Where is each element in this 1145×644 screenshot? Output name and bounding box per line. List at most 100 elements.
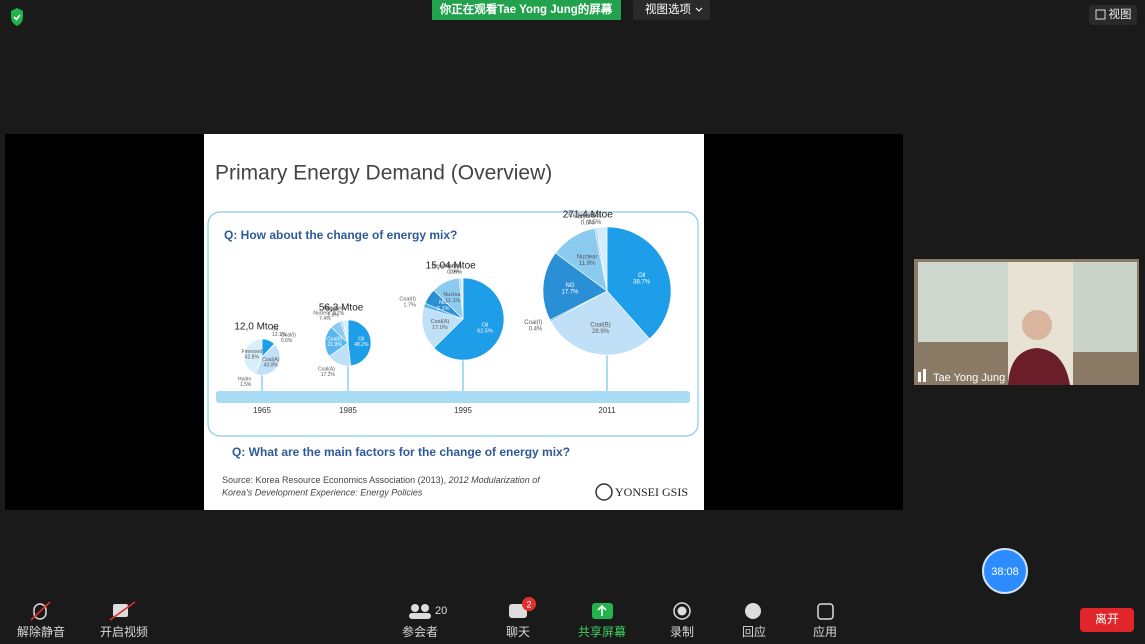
pie-slice xyxy=(421,306,464,349)
source-title: Korea's Development Experience: Energy P… xyxy=(222,487,423,497)
participants-icon[interactable] xyxy=(411,604,419,612)
person-body xyxy=(1008,348,1070,385)
pie-slice xyxy=(342,319,349,344)
year-label: 2011 xyxy=(598,406,616,415)
video-icon[interactable] xyxy=(113,604,128,617)
chat-badge xyxy=(522,597,536,611)
slice-name: Oil xyxy=(638,272,645,278)
pie-slice xyxy=(243,338,263,374)
slice-name: Hydro xyxy=(326,307,340,313)
pie-slice xyxy=(433,277,505,361)
viewing-banner-text: 你正在观看Tae Yong Jung的屏幕 xyxy=(439,2,613,16)
window xyxy=(918,262,1008,342)
slice-name: Coal(B) xyxy=(590,322,610,328)
slice-name: NG xyxy=(566,283,575,289)
slice-value: 0.6% xyxy=(450,270,463,276)
slice-label: Coal(A) 17.0% xyxy=(431,320,450,332)
timer[interactable] xyxy=(982,548,1028,594)
pie-total: 56,3 Mtoe xyxy=(319,303,364,314)
slice-value: 1.7% xyxy=(403,303,416,309)
slice-label: Coal(I) 1.7% xyxy=(399,297,416,309)
slice-value: 42.8% xyxy=(245,355,260,361)
pie-slice xyxy=(596,226,608,292)
slice-value: 0.6% xyxy=(581,220,595,226)
slice-value: 7.4% xyxy=(319,317,331,323)
unmute-label[interactable]: 解除静音 xyxy=(17,624,65,639)
participants-label[interactable]: 参会者 xyxy=(402,624,438,639)
leave-button[interactable] xyxy=(1080,608,1134,632)
logo: YONSEI GSIS xyxy=(615,485,688,499)
slice-name: Oil xyxy=(358,337,364,343)
pie-slice xyxy=(542,252,608,321)
slice-name: Coal(I) xyxy=(399,297,416,303)
security-icon[interactable] xyxy=(11,8,23,26)
pie-total: 12,0 Mtoe xyxy=(234,322,279,333)
slice-value: 43.0% xyxy=(264,363,279,369)
slice-value: 2.5% xyxy=(588,219,602,225)
view-options-text[interactable]: 视图选项 xyxy=(645,2,691,16)
slice-value: 12.1% xyxy=(272,332,287,338)
viewing-banner xyxy=(432,0,621,20)
slice-value: 48.2% xyxy=(354,343,369,349)
slice-value: 62.5% xyxy=(477,329,493,335)
view-options-button[interactable] xyxy=(633,0,710,20)
year-label: 1985 xyxy=(339,406,357,415)
slice-label: Coal(I) 0.4% xyxy=(524,319,543,332)
pie-slice xyxy=(461,277,464,320)
slice-value: 0.6% xyxy=(281,338,293,344)
share-screen-label[interactable]: 共享屏幕 xyxy=(578,624,626,639)
slice-label: Nuclear 11.9% xyxy=(577,254,598,267)
year-label: 1995 xyxy=(454,406,472,415)
signal xyxy=(923,369,926,382)
question: Q: How about the change of energy mix? xyxy=(224,228,457,242)
slice-label: Coal(I) 0.6% xyxy=(281,333,296,345)
chat-label[interactable]: 聊天 xyxy=(506,625,530,639)
participants-icon xyxy=(421,604,429,612)
chat-badge-count: 2 xyxy=(526,599,531,609)
slice-value: 11.1% xyxy=(445,298,460,304)
slice-name: Coal(A) xyxy=(262,358,279,364)
slice-value: 11.9% xyxy=(579,261,596,267)
slice-label: Firewood 42.8% xyxy=(242,349,263,361)
slice-name: Coal(A) xyxy=(431,320,450,326)
slice-label: Coal(I) 21.9% xyxy=(327,337,342,349)
slice-label: Coal(A) 43.0% xyxy=(262,358,279,370)
slice-name: Oil xyxy=(482,323,489,329)
slice-value: 0.9% xyxy=(447,270,460,276)
window xyxy=(1073,262,1137,352)
chat-icon[interactable] xyxy=(509,604,527,618)
apps-icon[interactable] xyxy=(817,603,834,620)
mute-slash xyxy=(30,601,51,621)
slice-value: 38.7% xyxy=(633,279,651,285)
slice-label: Hydro 1.8% xyxy=(326,307,340,319)
mic-icon[interactable] xyxy=(33,603,47,620)
start-video-label[interactable]: 开启视频 xyxy=(100,624,148,639)
slice-name: Renewables xyxy=(432,264,463,270)
record-icon[interactable] xyxy=(673,602,691,620)
slice-label: Hydro 0.6% xyxy=(578,214,595,227)
slice-label: Nuclear 11.1% xyxy=(443,292,462,304)
reactions-label[interactable]: 回应 xyxy=(742,624,766,639)
reactions-icon[interactable] xyxy=(745,603,761,619)
question: Q: What are the main factors for the cha… xyxy=(232,445,570,459)
pie-slice xyxy=(550,290,650,356)
slice-name: Coal(I) xyxy=(281,333,296,339)
leave-label[interactable]: 离开 xyxy=(1095,611,1119,626)
slice-name: Oil xyxy=(272,327,278,333)
slice-label: Nuclear 7.4% xyxy=(313,311,331,323)
view-text[interactable]: 视图 xyxy=(1109,7,1132,21)
slice-value: 17.7% xyxy=(561,289,579,295)
slice-label: Oil 48.2% xyxy=(354,337,369,349)
record-label[interactable]: 录制 xyxy=(670,625,694,639)
view-icon xyxy=(1095,9,1106,20)
slice-label: NG 6.1% xyxy=(437,301,450,313)
pie-slice xyxy=(347,319,372,367)
slice-name: Nuclear xyxy=(443,292,462,298)
timeline xyxy=(216,391,690,403)
video-slash xyxy=(109,601,136,621)
pie-total: 271,4 Mtoe xyxy=(563,210,613,221)
apps-label[interactable]: 应用 xyxy=(813,624,837,639)
chevron xyxy=(695,7,703,12)
